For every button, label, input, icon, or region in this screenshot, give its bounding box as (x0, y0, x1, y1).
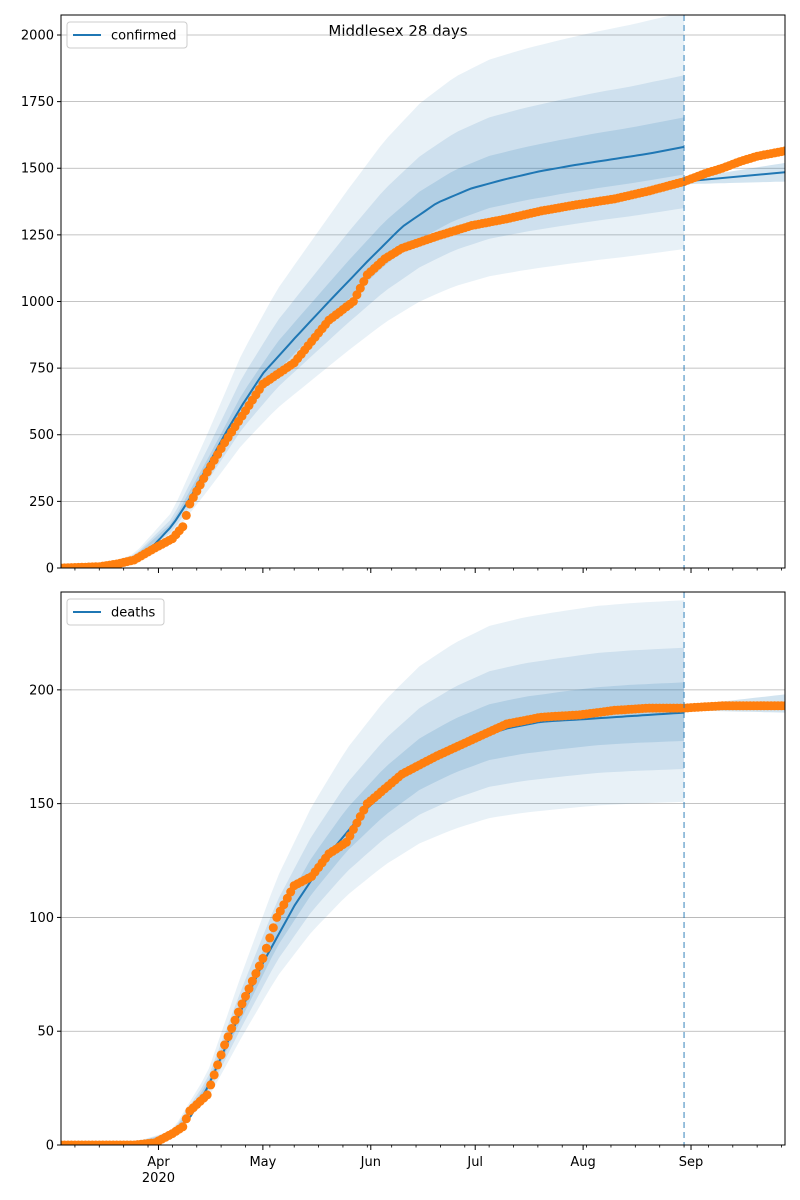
observed-point (355, 283, 365, 293)
legend-box (66, 598, 165, 626)
legend-box (66, 21, 188, 49)
uncertainty-band (61, 75, 685, 568)
x-tick-label: Jul (466, 1155, 483, 1170)
observed-point (247, 976, 257, 986)
legend: deaths (66, 598, 165, 626)
x-tick-label: Jun (360, 1155, 381, 1170)
observed-point (223, 1032, 233, 1042)
observed-point (181, 1114, 191, 1124)
y-tick-label: 100 (29, 911, 54, 926)
y-tick-label: 50 (37, 1025, 54, 1040)
observed-point (220, 1040, 230, 1050)
observed-point (258, 953, 268, 963)
x-tick-label: Sep (679, 1155, 704, 1170)
x-year-label: 2020 (142, 1171, 175, 1186)
observed-point (216, 1050, 226, 1060)
model-line (61, 145, 685, 568)
legend: confirmed (66, 21, 188, 49)
y-tick-label: 1250 (21, 228, 54, 243)
observed-point (237, 999, 247, 1009)
observed-point (780, 701, 785, 711)
y-tick-label: 200 (29, 683, 54, 698)
y-tick-label: 1750 (21, 95, 54, 110)
legend-label: confirmed (111, 29, 177, 44)
observed-point (230, 1015, 240, 1025)
figure-title: Middlesex 28 days (328, 22, 467, 40)
observed-point (213, 1060, 223, 1070)
axes-frame (60, 591, 786, 1146)
y-tick-label: 2000 (21, 28, 54, 43)
observed-point (178, 522, 188, 532)
observed-point (265, 933, 275, 943)
confirmed-panel: 0 250 500 750 1000 1250 1500 1750 2000 confirmed (21, 14, 786, 577)
observed-point (202, 1090, 212, 1100)
observed-point (227, 1024, 237, 1033)
uncertainty-band (61, 15, 685, 568)
y-tick-label: 750 (29, 362, 54, 377)
y-tick-label: 1000 (21, 295, 54, 310)
observed-point (244, 984, 254, 994)
y-tick-label: 500 (29, 428, 54, 443)
deaths-panel: 0 50 100 150 200 Apr May Jun Jul Aug Sep 2020 deaths (29, 591, 786, 1186)
observed-point (234, 1007, 243, 1017)
y-tick-label: 150 (29, 797, 54, 812)
observed-point (780, 146, 785, 156)
observed-point (206, 1080, 216, 1090)
uncertainty-band (61, 682, 685, 1144)
observed-point (254, 961, 264, 971)
observed-point (359, 277, 369, 286)
y-tick-label: 1500 (21, 162, 54, 177)
y-tick-label: 0 (46, 562, 54, 577)
x-tick-label: Aug (570, 1155, 595, 1170)
y-tick-label: 250 (29, 495, 54, 510)
x-tick-label: May (249, 1155, 276, 1170)
uncertainty-band (61, 600, 685, 1145)
observed-point (268, 923, 278, 933)
observed-point (261, 943, 271, 953)
observed-point (251, 969, 261, 979)
observed-point (348, 297, 358, 306)
axes-frame (60, 14, 786, 569)
x-tick-label: Apr (147, 1155, 170, 1170)
uncertainty-band (61, 647, 685, 1144)
observed-point (209, 1070, 219, 1080)
observed-point (178, 1122, 188, 1132)
y-tick-label: 0 (46, 1139, 54, 1154)
observed-point (241, 991, 250, 1001)
forecast-line (683, 171, 785, 183)
observed-point (181, 510, 191, 520)
legend-label: deaths (111, 606, 156, 621)
